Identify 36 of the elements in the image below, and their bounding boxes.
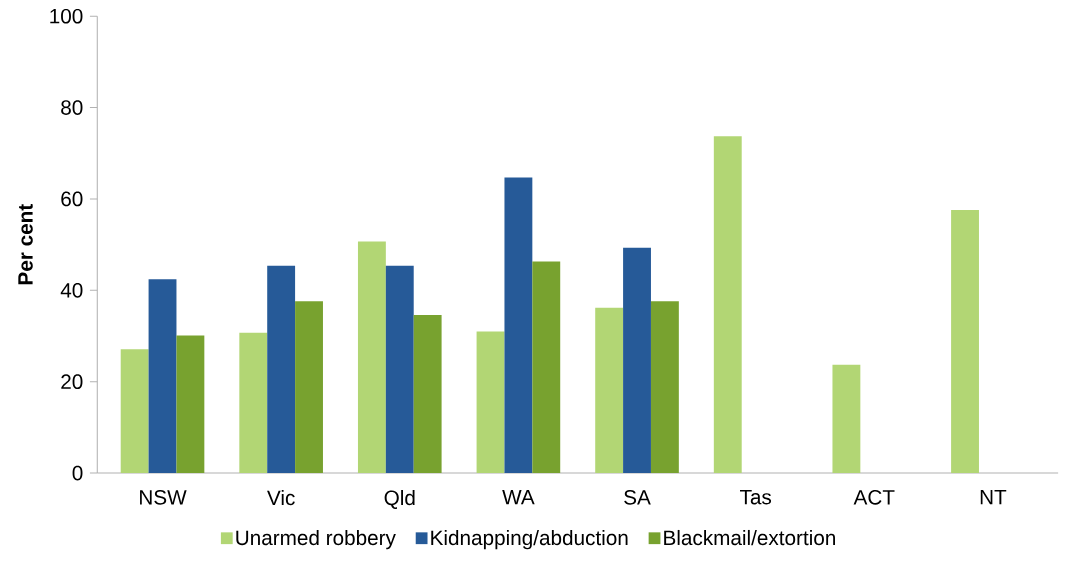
y-tick-label: 40 [60,283,83,298]
bar [413,315,442,474]
bar [532,261,561,474]
bar [239,332,268,474]
bar [595,307,624,474]
bar [267,265,296,474]
x-tick-label: Vic [267,490,295,506]
y-tick-label: 20 [61,374,83,390]
legend-label: Blackmail/extortion [664,530,835,546]
legend-label: Unarmed robbery [236,530,396,550]
bar [832,364,861,474]
legend-label: Kidnapping/abduction [431,530,628,550]
y-axis-title: Per cent [18,204,33,285]
bar [504,177,533,474]
bar [385,265,414,474]
bar [148,279,177,474]
x-tick-label: SA [624,490,651,505]
y-tick-label: 100 [50,8,83,24]
bar [713,136,742,474]
x-tick-label: NT [980,490,1007,505]
bar [357,241,386,474]
x-tick-label: Tas [740,490,772,505]
bar [295,301,323,474]
bar [951,209,979,474]
x-tick-label: NSW [140,490,187,505]
y-tick-label: 0 [72,465,83,481]
x-tick-label: Qld [384,490,415,509]
bar [176,335,205,474]
x-tick-label: WA [502,490,535,505]
bar [650,301,679,474]
y-tick-label: 60 [61,191,83,207]
x-tick-label: ACT [853,490,895,505]
bar [120,349,149,474]
bar [476,331,505,474]
bar [623,247,651,474]
y-tick-label: 80 [61,100,83,115]
